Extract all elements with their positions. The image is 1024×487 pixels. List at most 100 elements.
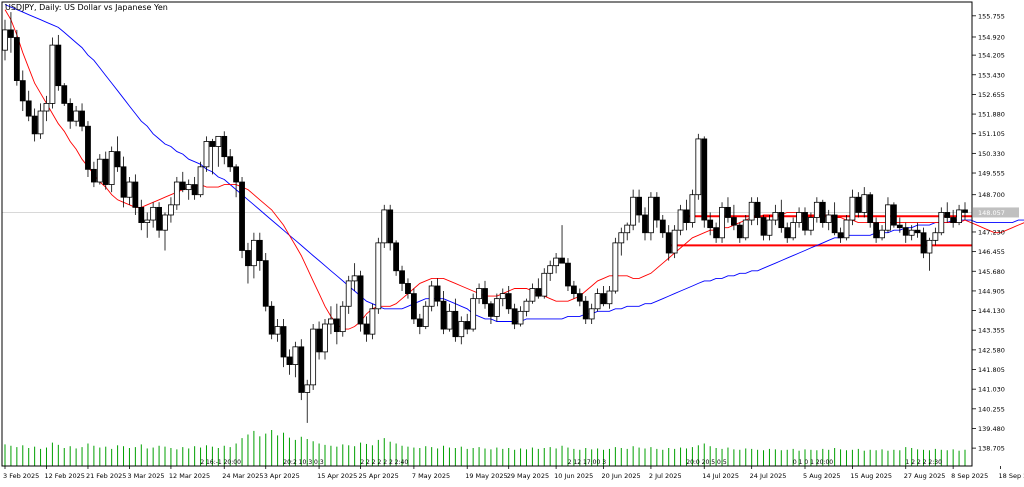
candle-body (114, 151, 121, 168)
candle (79, 103, 85, 132)
candle-body (55, 44, 62, 87)
y-tick-label: 154.205 (978, 52, 1005, 60)
candle-body (440, 300, 447, 330)
candle-body (470, 298, 477, 330)
candle (896, 217, 903, 233)
candle-body (120, 166, 127, 198)
candle-body (944, 212, 951, 218)
candle-body (203, 141, 210, 168)
candle-body (760, 217, 767, 236)
candle (861, 187, 868, 218)
candle-body (191, 184, 198, 196)
candle (956, 204, 962, 226)
candle-body (707, 219, 714, 229)
y-tick-label: 144.130 (978, 307, 1005, 315)
candle (339, 301, 346, 337)
candle-body (96, 158, 103, 183)
x-tick-label: 7 May 2025 (412, 472, 450, 480)
candle (428, 280, 435, 312)
candle-body (221, 135, 228, 158)
candle (517, 306, 524, 327)
price-axis[interactable]: 155.755 154.920 154.205 153.430 152.655 151.8… (972, 12, 1019, 453)
x-tick-label: 5 Aug 2025 (803, 472, 841, 480)
candle (245, 242, 251, 284)
candle-body (582, 300, 589, 320)
candle (932, 227, 939, 246)
candle (156, 202, 162, 238)
time-axis[interactable]: 3 Feb 2025 12 Feb 2025 21 Feb 2025 3 Mar 20… (3, 466, 1024, 480)
candle-body (150, 206, 157, 221)
candle (488, 301, 494, 325)
x-tick-label: 10 Jun 2025 (554, 472, 593, 480)
candle (387, 204, 394, 251)
candle (825, 209, 832, 231)
candle (227, 149, 234, 172)
candle-body (808, 217, 814, 231)
candle (357, 270, 364, 332)
candle-body (233, 166, 240, 183)
candle (511, 303, 518, 330)
candle-body (464, 321, 471, 330)
candle (914, 222, 921, 238)
candle (819, 199, 826, 228)
candle (962, 202, 968, 221)
candle-body (31, 115, 38, 135)
candle-body (659, 219, 666, 234)
candle (713, 222, 720, 243)
y-tick-label: 155.755 (978, 12, 1005, 20)
candle-body (168, 204, 174, 216)
candle-body (452, 310, 459, 338)
candle-body (588, 308, 595, 320)
candle (582, 296, 589, 325)
candle-body (434, 285, 441, 302)
candle (239, 176, 245, 259)
candle-body (648, 196, 654, 234)
candle (523, 298, 530, 317)
candle-body (517, 310, 524, 325)
candle-body (630, 196, 637, 226)
y-tick-label: 144.905 (978, 287, 1005, 295)
time-marker: 20:2 10:3 0:3 (283, 459, 324, 466)
candle (90, 161, 97, 188)
candle (831, 202, 838, 236)
candle-body (962, 209, 968, 213)
plot-frame (1, 1, 973, 467)
candle-body (938, 212, 945, 234)
candle (37, 103, 44, 139)
candle-body (529, 288, 536, 302)
candle (446, 303, 453, 332)
candle (707, 212, 714, 236)
candle (144, 212, 151, 238)
candle (695, 133, 702, 200)
candle (416, 313, 423, 335)
candle (96, 154, 103, 185)
candle-body (612, 242, 619, 292)
candle-body (576, 293, 583, 302)
chart-frame (1, 1, 973, 467)
candle-body (683, 209, 690, 223)
x-tick-label: 14 Jul 2025 (702, 472, 739, 480)
candle (351, 263, 358, 292)
candle (262, 253, 269, 312)
candle-body (8, 29, 14, 38)
candle (600, 285, 607, 307)
candle-body (908, 229, 915, 236)
candle (19, 70, 26, 112)
candle (683, 199, 690, 231)
candle-body (132, 181, 139, 208)
candle-body (902, 227, 909, 236)
candle (938, 207, 945, 236)
y-tick-label: 143.355 (978, 327, 1005, 335)
candle (280, 318, 287, 368)
candle-body (73, 110, 80, 122)
candle-body (102, 158, 109, 185)
candle-body (37, 110, 44, 135)
candle (944, 202, 951, 223)
candle (843, 214, 850, 241)
candle (748, 197, 755, 226)
candle-body (624, 224, 631, 234)
candle-body (790, 222, 797, 239)
